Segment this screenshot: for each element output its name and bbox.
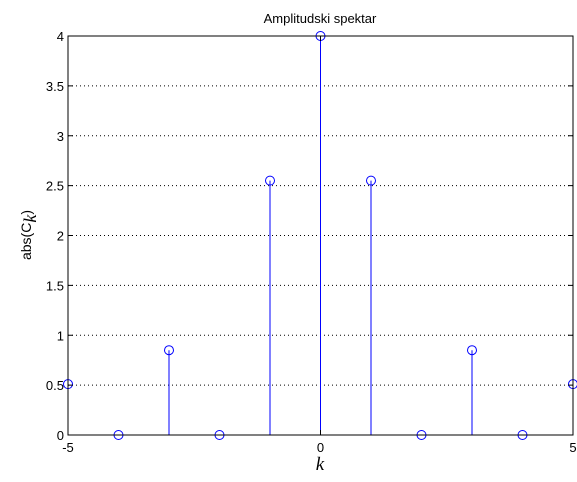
- y-axis-label-main: abs(C: [18, 223, 34, 260]
- y-tick-label: 0.5: [46, 378, 64, 393]
- x-tick-labels: -5 0 5: [62, 440, 576, 455]
- chart-title: Amplitudski spektar: [264, 11, 377, 26]
- y-tick-labels: 00.511.522.533.54: [46, 29, 64, 443]
- y-axis-label: abs(Ck): [18, 210, 40, 260]
- svg-text:abs(Ck): abs(Ck): [18, 210, 40, 260]
- y-axis-label-close: ): [18, 210, 34, 215]
- x-tick-label: -5: [62, 440, 74, 455]
- x-axis-label: k: [316, 454, 325, 475]
- y-tick-label: 4: [57, 29, 64, 44]
- y-tick-label: 2.5: [46, 179, 64, 194]
- y-tick-label: 2: [57, 229, 64, 244]
- y-tick-label: 3.5: [46, 79, 64, 94]
- x-tick-label: 0: [317, 440, 324, 455]
- y-tick-label: 1: [57, 328, 64, 343]
- x-tick-label: 5: [569, 440, 576, 455]
- y-tick-label: 1.5: [46, 278, 64, 293]
- y-tick-label: 3: [57, 129, 64, 144]
